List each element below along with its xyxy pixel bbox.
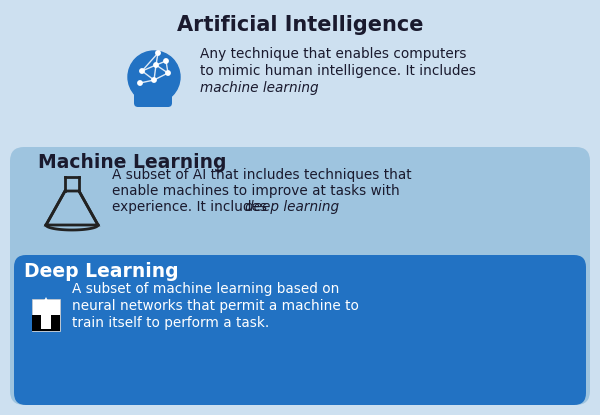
Circle shape: [156, 51, 160, 55]
Text: experience. It includes: experience. It includes: [112, 200, 271, 214]
FancyBboxPatch shape: [134, 73, 172, 107]
Circle shape: [152, 78, 156, 82]
Text: train itself to perform a task.: train itself to perform a task.: [72, 316, 269, 330]
Text: Artificial Intelligence: Artificial Intelligence: [177, 15, 423, 35]
Circle shape: [166, 71, 170, 75]
Circle shape: [154, 63, 158, 67]
Text: Machine Learning: Machine Learning: [38, 153, 227, 172]
FancyBboxPatch shape: [10, 147, 590, 405]
Text: Deep Learning: Deep Learning: [24, 262, 179, 281]
FancyBboxPatch shape: [32, 299, 60, 331]
Text: enable machines to improve at tasks with: enable machines to improve at tasks with: [112, 184, 400, 198]
Text: neural networks that permit a machine to: neural networks that permit a machine to: [72, 299, 359, 313]
Text: A subset of machine learning based on: A subset of machine learning based on: [72, 282, 340, 296]
Circle shape: [140, 69, 144, 73]
Text: machine learning: machine learning: [200, 81, 319, 95]
FancyBboxPatch shape: [14, 255, 586, 405]
Text: to mimic human intelligence. It includes: to mimic human intelligence. It includes: [200, 64, 476, 78]
Circle shape: [138, 81, 142, 85]
Text: deep learning: deep learning: [245, 200, 340, 214]
Circle shape: [128, 51, 180, 103]
Polygon shape: [37, 297, 55, 329]
FancyBboxPatch shape: [32, 315, 60, 331]
Text: Any technique that enables computers: Any technique that enables computers: [200, 47, 467, 61]
Text: A subset of AI that includes techniques that: A subset of AI that includes techniques …: [112, 168, 412, 182]
Circle shape: [164, 59, 168, 63]
